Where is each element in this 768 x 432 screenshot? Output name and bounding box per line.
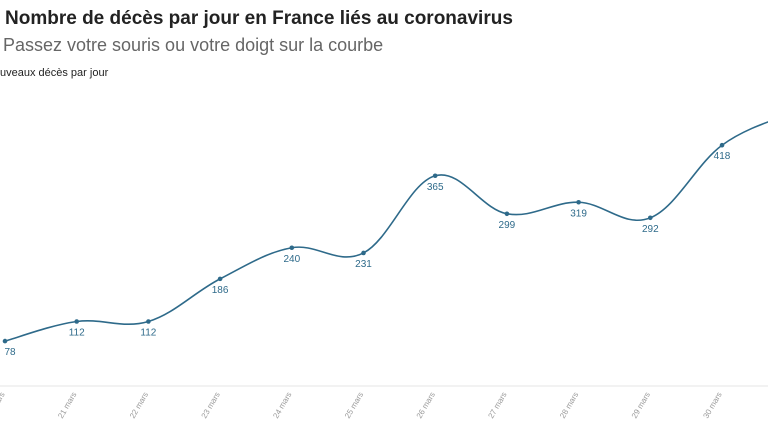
point — [2, 338, 8, 344]
x-tick-label: 23 mars — [200, 391, 222, 421]
x-tick-label: 30 mars — [701, 391, 723, 421]
point — [432, 173, 438, 179]
value-label: 299 — [499, 220, 516, 231]
point — [504, 211, 510, 217]
x-tick-label: 26 mars — [415, 391, 437, 421]
value-label: 365 — [427, 182, 444, 193]
point — [648, 215, 653, 221]
point — [217, 276, 223, 282]
point — [289, 245, 295, 251]
value-label: 112 — [69, 327, 85, 338]
x-tick-label: 25 mars — [343, 391, 365, 421]
x-tick-label: 27 mars — [486, 391, 508, 421]
value-label: 240 — [283, 254, 300, 265]
value-label: 319 — [570, 208, 587, 219]
y-axis-label: uveaux décès par jour — [0, 67, 109, 79]
x-tick-label: 20 mars — [0, 391, 7, 421]
x-tick-label: 24 mars — [271, 391, 293, 421]
x-tick-label: 28 mars — [558, 391, 580, 421]
x-tick-label: 29 mars — [630, 391, 652, 421]
value-label: 112 — [140, 327, 156, 338]
value-label: 78 — [4, 347, 16, 358]
value-label: 292 — [642, 224, 659, 235]
point — [146, 319, 151, 324]
point — [74, 319, 79, 324]
chart-subtitle: Passez votre souris ou votre doigt sur l… — [3, 35, 383, 55]
value-label: 418 — [714, 151, 731, 162]
value-label: 186 — [212, 285, 229, 296]
x-tick-label: 21 mars — [56, 391, 78, 421]
x-tick-label: 22 mars — [128, 391, 150, 421]
value-label: 231 — [355, 259, 372, 270]
chart-title: Nombre de décès par jour en France liés … — [5, 8, 513, 29]
point — [719, 142, 725, 148]
point — [576, 199, 581, 205]
point — [361, 250, 366, 256]
